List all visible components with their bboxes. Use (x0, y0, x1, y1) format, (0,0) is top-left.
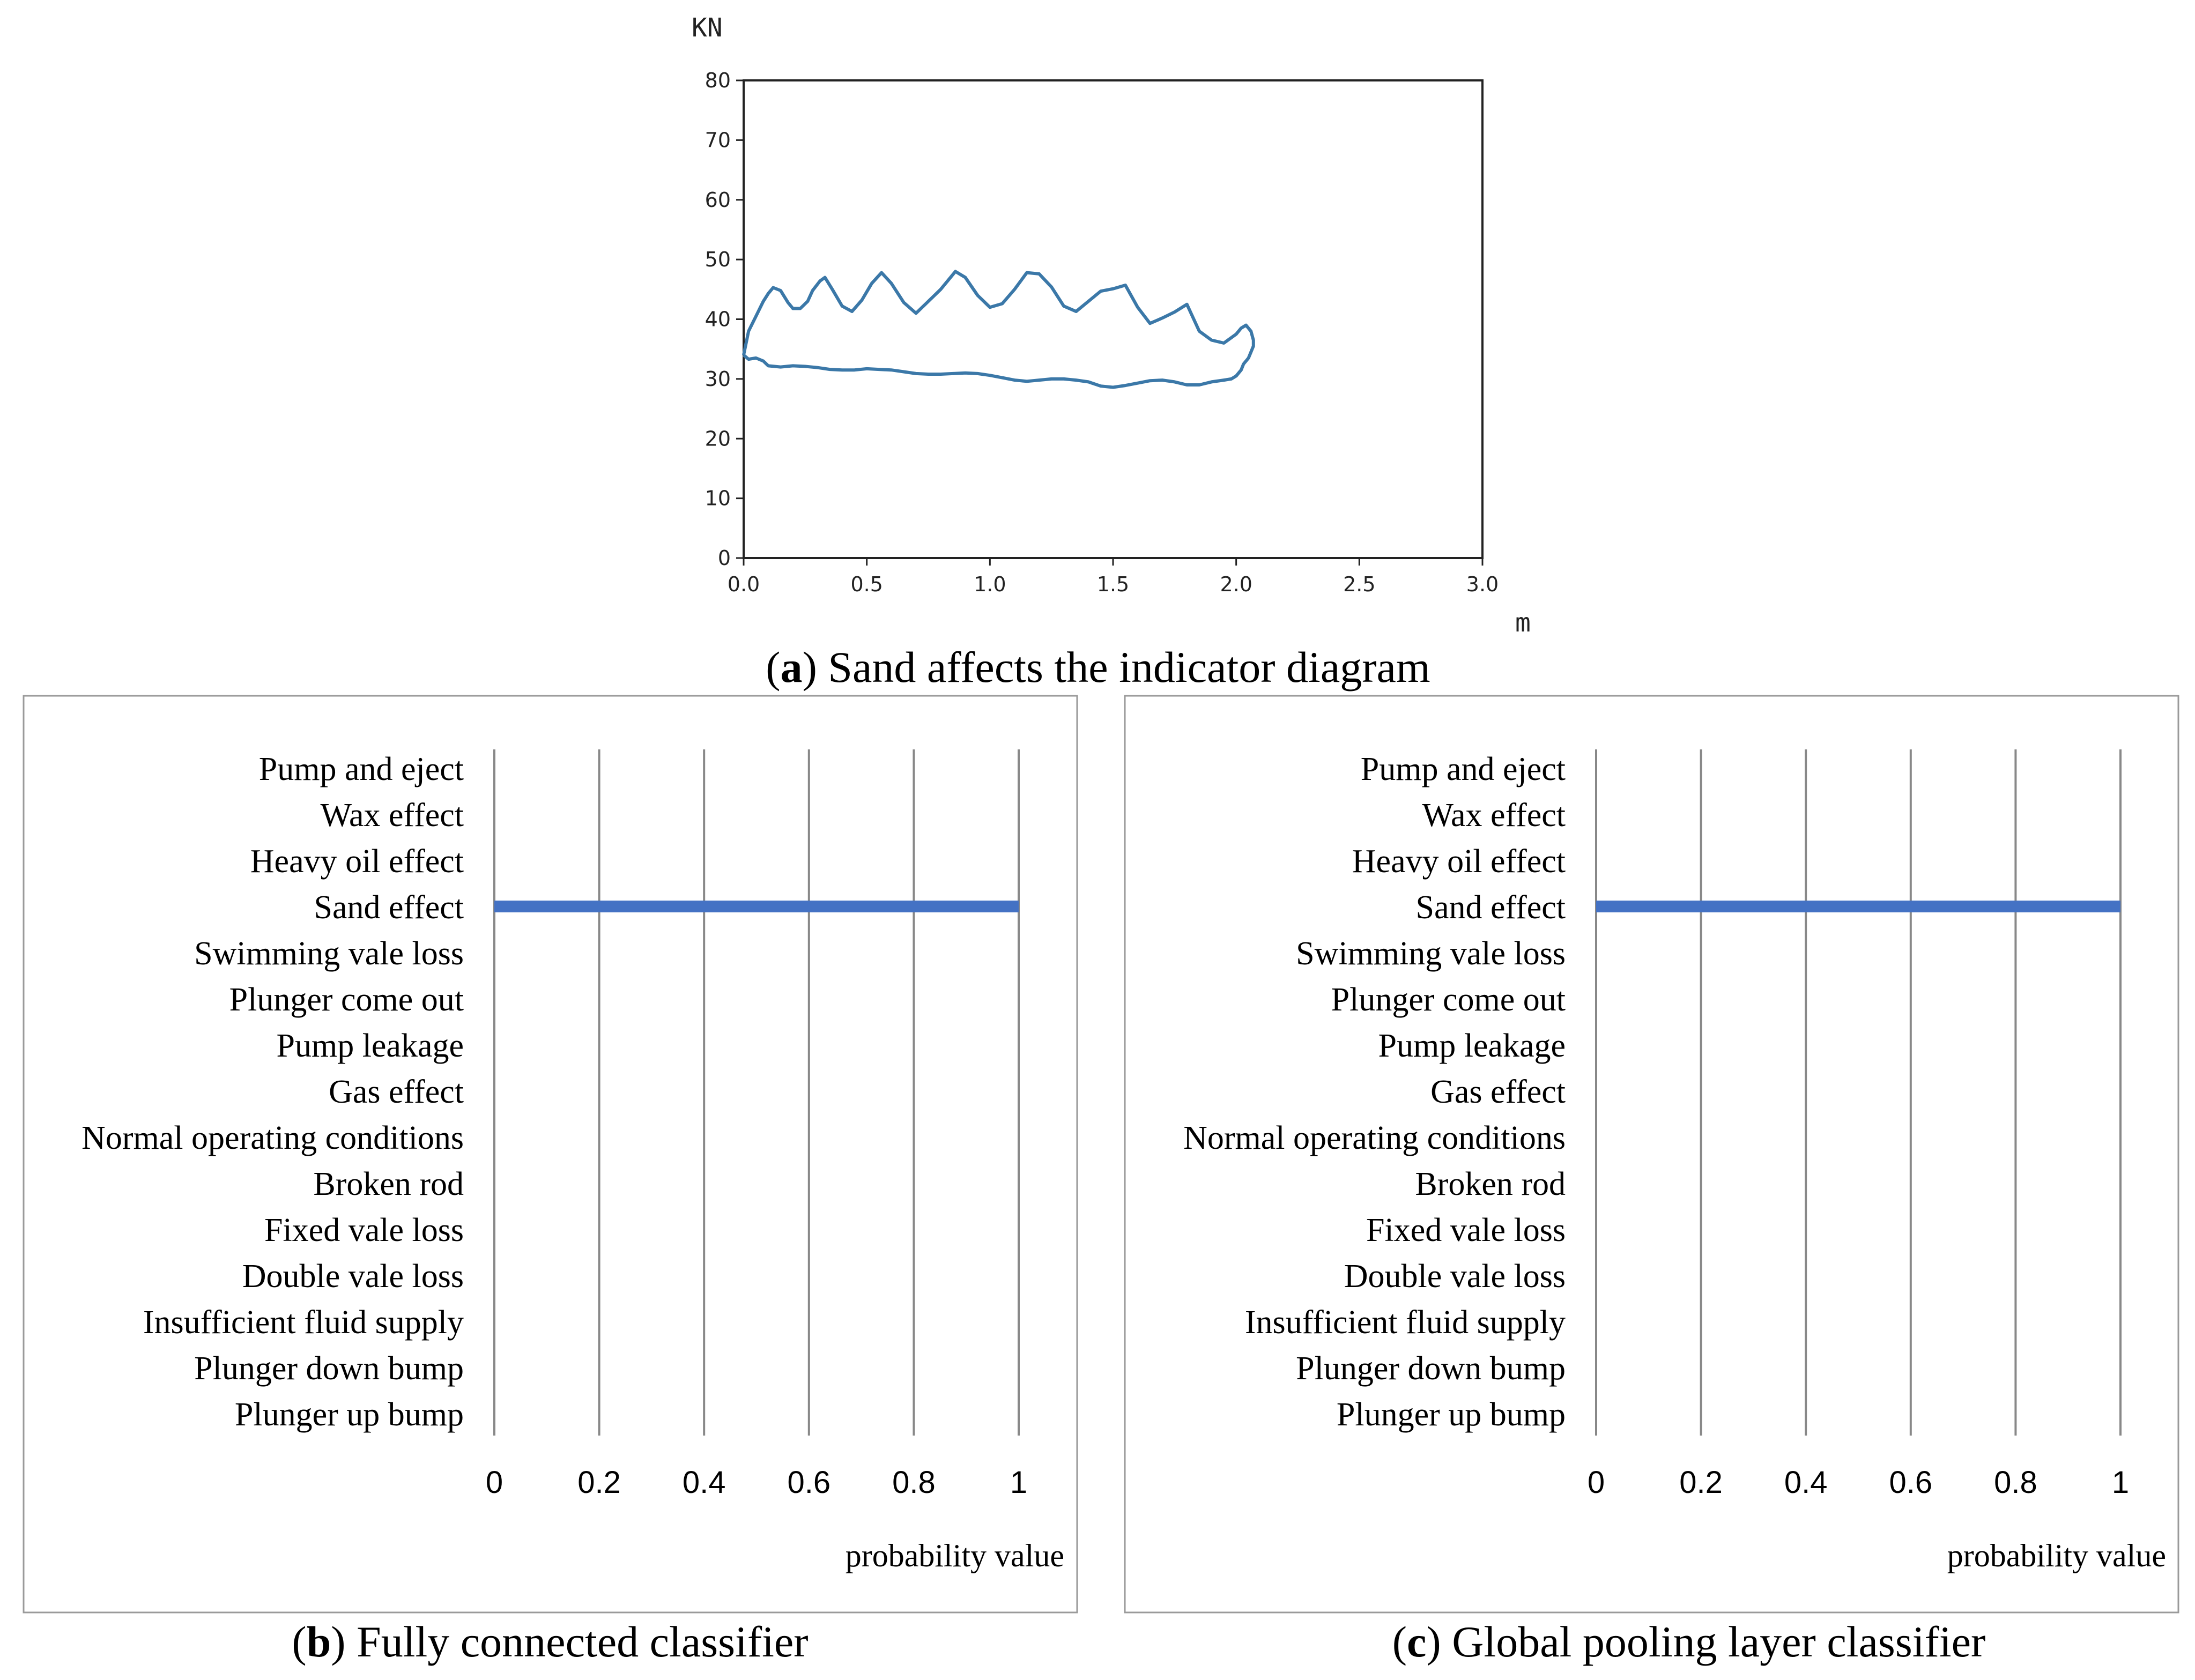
x-tick-label: 0.0 (728, 573, 760, 596)
x-tick-label: 1.0 (974, 573, 1006, 596)
x-tick-label: 0.6 (787, 1465, 830, 1500)
category-label: Pump and eject (1361, 751, 1566, 787)
x-tick-label: 0 (486, 1465, 503, 1500)
panel-b-category-labels: Pump and eject Wax effect Heavy oil effect… (81, 751, 464, 1433)
bar (1596, 901, 2120, 912)
caption-open-paren: ( (766, 643, 780, 692)
y-tick-label: 60 (705, 188, 731, 212)
category-label: Broken rod (313, 1166, 464, 1202)
x-tick-label: 0.8 (892, 1465, 936, 1500)
x-tick-label: 0.6 (1889, 1465, 1932, 1500)
panel-a-caption: (a) Sand affects the indicator diagram (766, 643, 1430, 692)
category-label: Sand effect (314, 889, 464, 926)
category-label: Fixed vale loss (1366, 1212, 1566, 1248)
panel-b-gridlines (493, 749, 1020, 1436)
category-label: Plunger come out (229, 982, 464, 1018)
caption-letter: c (1407, 1617, 1426, 1666)
y-tick-label: 20 (705, 427, 731, 450)
category-label: Insufficient fluid supply (143, 1304, 464, 1341)
y-tick-label: 70 (705, 128, 731, 152)
x-tick-label: 0.8 (1994, 1465, 2037, 1500)
panel-a-y-ticks: 0 10 20 30 40 50 60 70 80 (705, 69, 744, 570)
category-label: Plunger come out (1331, 982, 1566, 1018)
panel-a-x-ticks: 0.0 0.5 1.0 1.5 2.0 2.5 3.0 (728, 558, 1499, 596)
panel-c-x-axis-title: probability value (1947, 1538, 2166, 1573)
caption-close-paren: ) (803, 643, 817, 692)
caption-letter: a (781, 643, 803, 692)
category-label: Insufficient fluid supply (1245, 1304, 1566, 1341)
caption-close-paren: ) (331, 1617, 345, 1666)
category-label: Double vale loss (1344, 1258, 1566, 1295)
caption-open-paren: ( (292, 1617, 306, 1666)
x-tick-label: 0 (1588, 1465, 1605, 1500)
caption-text: Global pooling layer classifier (1441, 1617, 1986, 1666)
x-tick-label: 3.0 (1466, 573, 1499, 596)
category-label: Wax effect (320, 797, 464, 834)
x-tick-label: 0.2 (1679, 1465, 1723, 1500)
category-label: Swimming vale loss (1296, 935, 1566, 972)
panel-b-frame (23, 695, 1078, 1614)
x-tick-label: 0.5 (850, 573, 883, 596)
panel-c-frame (1124, 695, 2179, 1614)
panel-b-caption: (b) Fully connected classifier (292, 1617, 808, 1666)
category-label: Double vale loss (242, 1258, 464, 1295)
panel-a-y-axis-title: KN (692, 13, 723, 43)
category-label: Plunger up bump (235, 1396, 464, 1433)
y-tick-label: 0 (718, 546, 731, 570)
category-label: Wax effect (1422, 797, 1566, 834)
category-label: Gas effect (329, 1074, 464, 1110)
category-label: Pump and eject (259, 751, 464, 787)
category-label: Plunger down bump (1296, 1350, 1566, 1387)
x-tick-label: 1 (2112, 1465, 2129, 1500)
x-tick-label: 0.4 (1784, 1465, 1828, 1500)
caption-letter: b (307, 1617, 331, 1666)
panel-a-plot-frame (743, 79, 1484, 559)
category-label: Heavy oil effect (1352, 843, 1566, 880)
category-label: Pump leakage (1378, 1028, 1566, 1064)
x-tick-label: 2.5 (1343, 573, 1375, 596)
panel-b-x-axis-title: probability value (846, 1538, 1064, 1573)
category-label: Swimming vale loss (194, 935, 464, 972)
category-label: Plunger up bump (1337, 1396, 1566, 1433)
caption-text: Sand affects the indicator diagram (817, 643, 1430, 692)
x-tick-label: 0.2 (577, 1465, 621, 1500)
panel-b-x-ticks: 0 0.2 0.4 0.6 0.8 1 (486, 1465, 1027, 1500)
category-label: Fixed vale loss (264, 1212, 464, 1248)
panel-c-gridlines (1595, 749, 2122, 1436)
y-tick-label: 10 (705, 487, 731, 510)
caption-text: Fully connected classifier (346, 1617, 809, 1666)
category-label: Plunger down bump (194, 1350, 464, 1387)
category-label: Normal operating conditions (1183, 1120, 1566, 1156)
panel-a-x-axis-title: m (1515, 608, 1531, 638)
panel-c-bar-chart: Pump and eject Wax effect Heavy oil effect… (1124, 695, 2179, 1666)
x-tick-label: 1 (1010, 1465, 1027, 1500)
y-tick-label: 30 (705, 367, 731, 391)
caption-close-paren: ) (1426, 1617, 1441, 1666)
panel-c-category-labels: Pump and eject Wax effect Heavy oil effect… (1183, 751, 1566, 1433)
panel-c-bars (1596, 901, 2120, 912)
caption-open-paren: ( (1392, 1617, 1407, 1666)
panel-a-indicator-curve (742, 270, 1255, 389)
y-tick-label: 40 (705, 308, 731, 331)
x-tick-label: 0.4 (683, 1465, 726, 1500)
panel-b-bar-chart: Pump and eject Wax effect Heavy oil effect… (23, 695, 1078, 1666)
category-label: Broken rod (1415, 1166, 1566, 1202)
y-tick-label: 80 (705, 69, 731, 92)
x-tick-label: 2.0 (1220, 573, 1252, 596)
bar (494, 901, 1019, 912)
y-tick-label: 50 (705, 248, 731, 271)
category-label: Pump leakage (276, 1028, 464, 1064)
x-tick-label: 1.5 (1097, 573, 1129, 596)
panel-b-bars (494, 901, 1019, 912)
panel-c-x-ticks: 0 0.2 0.4 0.6 0.8 1 (1588, 1465, 2129, 1500)
category-label: Gas effect (1430, 1074, 1566, 1110)
category-label: Heavy oil effect (250, 843, 464, 880)
category-label: Sand effect (1416, 889, 1566, 926)
panel-c-caption: (c) Global pooling layer classifier (1392, 1617, 1986, 1666)
category-label: Normal operating conditions (81, 1120, 464, 1156)
